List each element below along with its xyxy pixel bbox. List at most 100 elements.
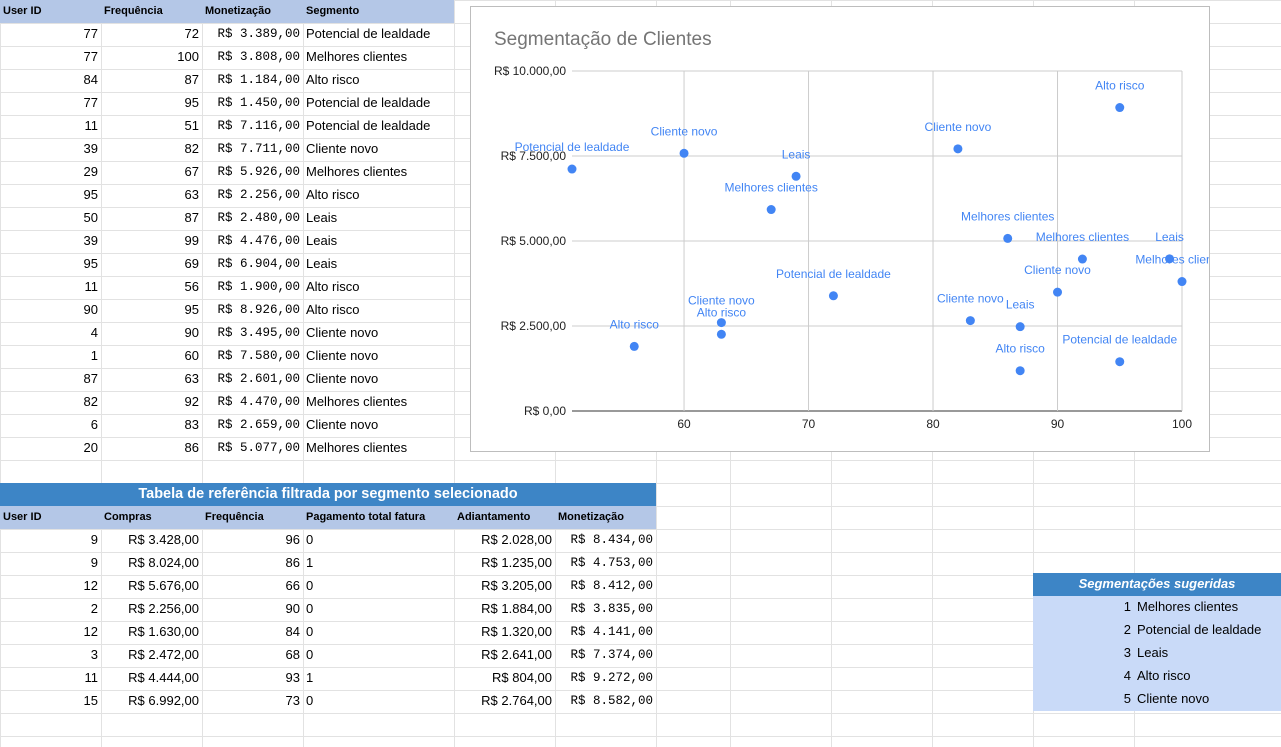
top-table-segment[interactable]: Melhores clientes xyxy=(306,49,408,64)
top-table-segment[interactable]: Alto risco xyxy=(306,187,360,202)
top-table-segment[interactable]: Potencial de lealdade xyxy=(306,118,431,133)
top-table-segment[interactable]: Melhores clientes xyxy=(306,164,408,179)
ref-purchases[interactable]: R$ 1.630,00 xyxy=(128,624,199,639)
top-table-frequency[interactable]: 63 xyxy=(184,371,199,386)
top-table-user-id[interactable]: 95 xyxy=(83,256,98,271)
segment-number[interactable]: 2 xyxy=(1033,619,1134,642)
top-table-frequency[interactable]: 90 xyxy=(184,325,199,340)
top-table-frequency[interactable]: 86 xyxy=(184,440,199,455)
top-table-segment[interactable]: Cliente novo xyxy=(306,141,379,156)
top-table-frequency[interactable]: 67 xyxy=(184,164,199,179)
suggested-segments-title[interactable]: Segmentações sugeridas xyxy=(1033,573,1281,596)
ref-monetization[interactable]: R$ 8.412,00 xyxy=(570,579,653,593)
top-table-frequency[interactable]: 95 xyxy=(184,302,199,317)
top-table-segment[interactable]: Cliente novo xyxy=(306,325,379,340)
top-table-user-id[interactable]: 50 xyxy=(83,210,98,225)
ref-total-payment[interactable]: 0 xyxy=(306,693,314,708)
segment-number[interactable]: 1 xyxy=(1033,596,1134,619)
ref-advance[interactable]: R$ 1.235,00 xyxy=(481,555,552,570)
ref-user-id[interactable]: 15 xyxy=(83,693,98,708)
segment-label[interactable]: Leais xyxy=(1134,642,1281,665)
top-table-user-id[interactable]: 6 xyxy=(90,417,98,432)
ref-monetization[interactable]: R$ 3.835,00 xyxy=(570,602,653,616)
top-table-header[interactable]: Segmento xyxy=(303,0,454,23)
ref-user-id[interactable]: 9 xyxy=(90,555,98,570)
top-table-frequency[interactable]: 51 xyxy=(184,118,199,133)
top-table-monetization[interactable]: R$ 7.116,00 xyxy=(217,119,300,133)
ref-user-id[interactable]: 12 xyxy=(83,624,98,639)
ref-advance[interactable]: R$ 3.205,00 xyxy=(481,578,552,593)
top-table-segment[interactable]: Alto risco xyxy=(306,72,360,87)
ref-frequency[interactable]: 68 xyxy=(285,647,300,662)
ref-total-payment[interactable]: 0 xyxy=(306,624,314,639)
ref-purchases[interactable]: R$ 4.444,00 xyxy=(128,670,199,685)
ref-advance[interactable]: R$ 2.028,00 xyxy=(481,532,552,547)
top-table-header[interactable]: Frequência xyxy=(101,0,202,23)
top-table-monetization[interactable]: R$ 1.184,00 xyxy=(217,73,300,87)
top-table-segment[interactable]: Melhores clientes xyxy=(306,440,408,455)
top-table-frequency[interactable]: 87 xyxy=(184,72,199,87)
top-table-segment[interactable]: Potencial de lealdade xyxy=(306,95,431,110)
top-table-monetization[interactable]: R$ 7.580,00 xyxy=(217,349,300,363)
ref-total-payment[interactable]: 1 xyxy=(306,670,314,685)
top-table-frequency[interactable]: 99 xyxy=(184,233,199,248)
ref-user-id[interactable]: 3 xyxy=(90,647,98,662)
top-table-segment[interactable]: Leais xyxy=(306,233,338,248)
top-table-monetization[interactable]: R$ 5.926,00 xyxy=(217,165,300,179)
top-table-user-id[interactable]: 77 xyxy=(83,95,98,110)
segment-number[interactable]: 4 xyxy=(1033,665,1134,688)
top-table-user-id[interactable]: 1 xyxy=(90,348,98,363)
top-table-header[interactable]: User ID xyxy=(0,0,101,23)
top-table-user-id[interactable]: 87 xyxy=(83,371,98,386)
ref-user-id[interactable]: 9 xyxy=(90,532,98,547)
top-table-frequency[interactable]: 72 xyxy=(184,26,199,41)
ref-total-payment[interactable]: 0 xyxy=(306,601,314,616)
top-table-monetization[interactable]: R$ 2.480,00 xyxy=(217,211,300,225)
top-table-user-id[interactable]: 39 xyxy=(83,141,98,156)
top-table-user-id[interactable]: 77 xyxy=(83,49,98,64)
top-table-monetization[interactable]: R$ 3.389,00 xyxy=(217,27,300,41)
ref-advance[interactable]: R$ 2.641,00 xyxy=(481,647,552,662)
ref-purchases[interactable]: R$ 2.256,00 xyxy=(128,601,199,616)
top-table-frequency[interactable]: 100 xyxy=(177,49,199,64)
ref-frequency[interactable]: 73 xyxy=(285,693,300,708)
ref-table-banner[interactable]: Tabela de referência filtrada por segmen… xyxy=(0,483,656,506)
ref-advance[interactable]: R$ 1.320,00 xyxy=(481,624,552,639)
ref-user-id[interactable]: 12 xyxy=(83,578,98,593)
ref-advance[interactable]: R$ 1.884,00 xyxy=(481,601,552,616)
ref-table-header[interactable]: Frequência xyxy=(202,506,303,529)
top-table-user-id[interactable]: 20 xyxy=(83,440,98,455)
top-table-user-id[interactable]: 82 xyxy=(83,394,98,409)
top-table-monetization[interactable]: R$ 2.601,00 xyxy=(217,372,300,386)
ref-table-header[interactable]: Monetização xyxy=(555,506,656,529)
segment-number[interactable]: 5 xyxy=(1033,688,1134,711)
top-table-frequency[interactable]: 95 xyxy=(184,95,199,110)
top-table-frequency[interactable]: 92 xyxy=(184,394,199,409)
ref-purchases[interactable]: R$ 5.676,00 xyxy=(128,578,199,593)
ref-user-id[interactable]: 2 xyxy=(90,601,98,616)
ref-table-header[interactable]: Compras xyxy=(101,506,202,529)
top-table-user-id[interactable]: 77 xyxy=(83,26,98,41)
segment-label[interactable]: Cliente novo xyxy=(1134,688,1281,711)
top-table-user-id[interactable]: 11 xyxy=(84,279,99,294)
top-table-user-id[interactable]: 95 xyxy=(83,187,98,202)
top-table-monetization[interactable]: R$ 8.926,00 xyxy=(217,303,300,317)
top-table-user-id[interactable]: 29 xyxy=(83,164,98,179)
top-table-monetization[interactable]: R$ 3.808,00 xyxy=(217,50,300,64)
segment-label[interactable]: Potencial de lealdade xyxy=(1134,619,1281,642)
ref-monetization[interactable]: R$ 4.753,00 xyxy=(570,556,653,570)
ref-user-id[interactable]: 11 xyxy=(84,670,99,685)
top-table-segment[interactable]: Cliente novo xyxy=(306,417,379,432)
ref-total-payment[interactable]: 0 xyxy=(306,578,314,593)
top-table-segment[interactable]: Leais xyxy=(306,256,338,271)
top-table-user-id[interactable]: 39 xyxy=(83,233,98,248)
scatter-chart[interactable]: Segmentação de Clientes R$ 0,00 R$ 2.500,0… xyxy=(470,6,1229,452)
ref-frequency[interactable]: 90 xyxy=(285,601,300,616)
top-table-monetization[interactable]: R$ 4.476,00 xyxy=(217,234,300,248)
top-table-segment[interactable]: Cliente novo xyxy=(306,371,379,386)
top-table-monetization[interactable]: R$ 4.470,00 xyxy=(217,395,300,409)
top-table-monetization[interactable]: R$ 2.256,00 xyxy=(217,188,300,202)
top-table-monetization[interactable]: R$ 5.077,00 xyxy=(217,441,300,455)
top-table-monetization[interactable]: R$ 6.904,00 xyxy=(217,257,300,271)
ref-table-header[interactable]: Adiantamento xyxy=(454,506,555,529)
